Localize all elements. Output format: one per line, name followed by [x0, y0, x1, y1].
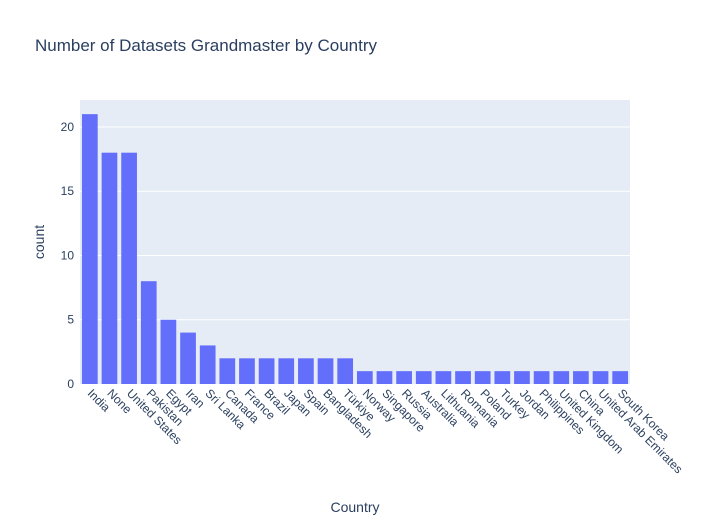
- bar[interactable]: [180, 332, 196, 384]
- bar[interactable]: [494, 371, 511, 384]
- bar[interactable]: [121, 152, 137, 384]
- bar[interactable]: [435, 371, 452, 384]
- bar[interactable]: [514, 371, 530, 384]
- bar[interactable]: [278, 358, 295, 384]
- y-tick-label: 10: [61, 248, 75, 262]
- y-tick-label: 20: [61, 120, 75, 134]
- bar[interactable]: [239, 358, 255, 384]
- bar[interactable]: [219, 358, 236, 384]
- y-tick-labels: 0 5 10 15 20: [61, 120, 75, 391]
- bar[interactable]: [160, 319, 177, 384]
- y-tick-label: 15: [61, 184, 75, 198]
- bar[interactable]: [199, 345, 216, 384]
- bar[interactable]: [612, 371, 629, 384]
- bar[interactable]: [415, 371, 432, 384]
- bar[interactable]: [298, 358, 314, 384]
- bar[interactable]: [553, 371, 570, 384]
- bar[interactable]: [81, 114, 98, 385]
- y-axis-label: count: [31, 225, 47, 259]
- chart-title: Number of Datasets Grandmaster by Countr…: [35, 36, 378, 55]
- bar[interactable]: [337, 358, 354, 384]
- bar[interactable]: [258, 358, 275, 384]
- bar[interactable]: [140, 281, 157, 384]
- bar[interactable]: [455, 371, 471, 384]
- bar[interactable]: [396, 371, 412, 384]
- bar[interactable]: [533, 371, 550, 384]
- x-axis-label: Country: [330, 499, 379, 515]
- bar[interactable]: [101, 152, 118, 384]
- bar[interactable]: [573, 371, 589, 384]
- bar[interactable]: [474, 371, 491, 384]
- bar[interactable]: [356, 371, 373, 384]
- bar[interactable]: [376, 371, 393, 384]
- y-tick-label: 5: [67, 313, 74, 327]
- y-tick-label: 0: [67, 377, 74, 391]
- bar[interactable]: [592, 371, 609, 384]
- bars: [81, 114, 629, 385]
- bar[interactable]: [317, 358, 334, 384]
